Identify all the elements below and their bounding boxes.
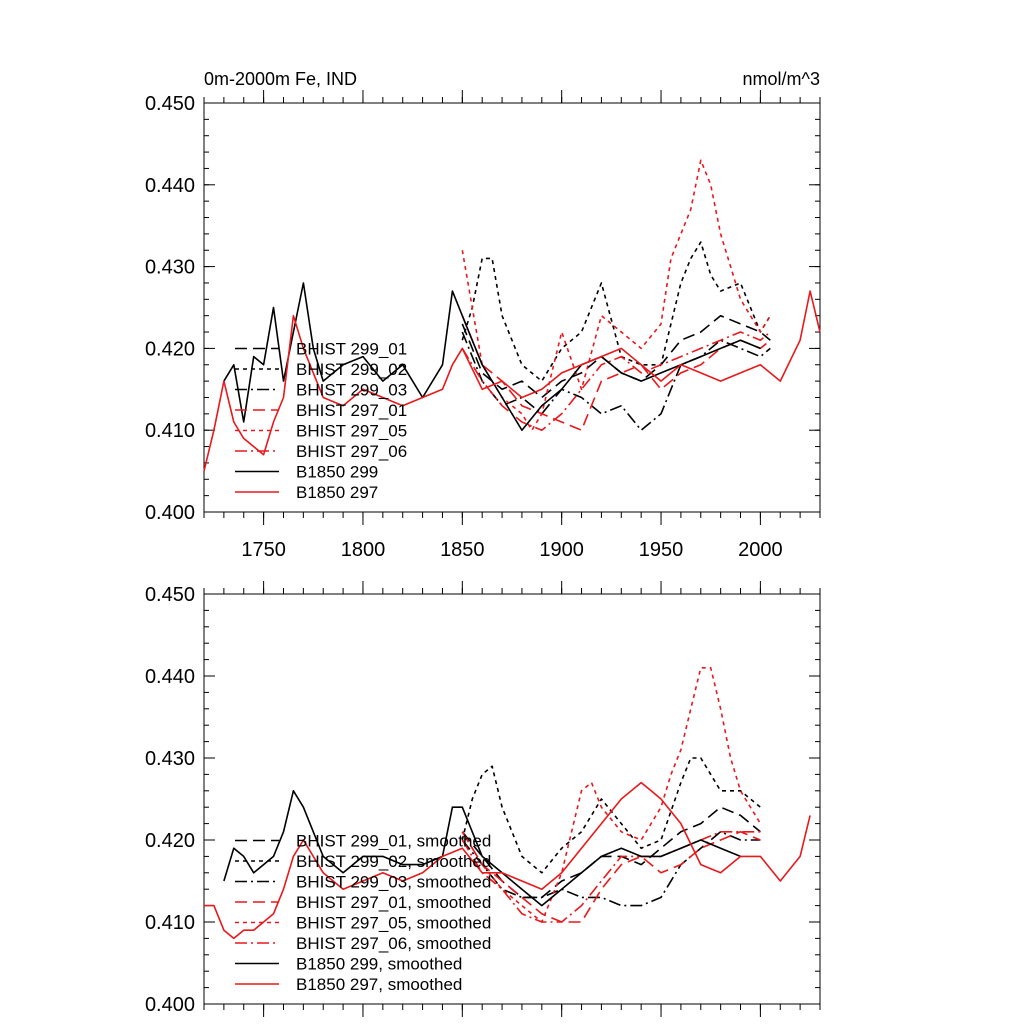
plot-frame bbox=[203, 593, 821, 1005]
x-tick-label: 1750 bbox=[241, 539, 286, 561]
series-line-bhist-297-06 bbox=[461, 331, 771, 432]
legend-label: BHIST 299_02, smoothed bbox=[296, 852, 491, 871]
x-tick-label: 1850 bbox=[440, 539, 485, 561]
legend-label: BHIST 297_05 bbox=[296, 422, 407, 441]
legend-label: B1850 297 bbox=[296, 483, 378, 502]
y-tick-label: 0.410 bbox=[145, 912, 195, 934]
legend-label: B1850 297, smoothed bbox=[296, 975, 462, 994]
top-panel: 0.400 0.410 0.420 0.430 0.440 0.450 1750 1800 18… bbox=[145, 90, 821, 561]
legend-label: BHIST 297_06 bbox=[296, 442, 407, 461]
panel-title: 0m-2000m Fe, IND bbox=[204, 69, 357, 89]
y-tick-label: 0.440 bbox=[145, 666, 195, 688]
series-line-bhist-299-02-smoothed bbox=[461, 757, 761, 874]
series-line-bhist-297-06-smoothed bbox=[461, 830, 761, 923]
legend-label: B1850 299 bbox=[296, 463, 378, 482]
legend-label: BHIST 299_03, smoothed bbox=[296, 873, 491, 892]
legend-label: BHIST 299_03 bbox=[296, 381, 407, 400]
series-line-b1850-299 bbox=[223, 282, 761, 432]
y-tick-label: 0.410 bbox=[145, 420, 195, 442]
x-tick-label: 1800 bbox=[341, 539, 386, 561]
series-line-bhist-299-03 bbox=[461, 331, 771, 432]
legend-label: B1850 299, smoothed bbox=[296, 955, 462, 974]
y-tick-label: 0.420 bbox=[145, 338, 195, 360]
series-line-b1850-299-smoothed bbox=[223, 789, 741, 907]
y-tick-label: 0.420 bbox=[145, 830, 195, 852]
y-tick-label: 0.400 bbox=[145, 994, 195, 1016]
y-tick-label: 0.430 bbox=[145, 748, 195, 770]
series-line-bhist-299-03-smoothed bbox=[461, 830, 761, 907]
series-line-bhist-297-05-smoothed bbox=[461, 666, 762, 923]
plot-frame bbox=[203, 102, 821, 513]
units-label: nmol/m^3 bbox=[743, 69, 820, 89]
y-tick-label: 0.450 bbox=[145, 93, 195, 115]
legend-label: BHIST 297_01 bbox=[296, 401, 407, 420]
x-tick-label: 2000 bbox=[738, 539, 783, 561]
legend-label: BHIST 297_06, smoothed bbox=[296, 934, 491, 953]
series-line-b1850-297-smoothed bbox=[204, 781, 811, 940]
y-tick-label: 0.430 bbox=[145, 257, 195, 279]
series-line-bhist-299-02 bbox=[461, 241, 771, 382]
legend-label: BHIST 299_01 bbox=[296, 340, 407, 359]
legend-label: BHIST 299_02 bbox=[296, 360, 407, 379]
y-tick-label: 0.400 bbox=[145, 502, 195, 524]
series-line-b1850-297 bbox=[203, 290, 821, 472]
legend-label: BHIST 299_01, smoothed bbox=[296, 832, 491, 851]
legend-label: BHIST 297_01, smoothed bbox=[296, 893, 491, 912]
y-tick-label: 0.440 bbox=[145, 175, 195, 197]
legend-label: BHIST 297_05, smoothed bbox=[296, 914, 491, 933]
x-tick-label: 1950 bbox=[639, 539, 684, 561]
x-tick-label: 1900 bbox=[539, 539, 584, 561]
bottom-panel: 0.400 0.410 0.420 0.430 0.440 0.450 BHIST 299_… bbox=[145, 581, 821, 1017]
series-line-bhist-297-05 bbox=[461, 159, 771, 432]
y-tick-label: 0.450 bbox=[145, 584, 195, 606]
